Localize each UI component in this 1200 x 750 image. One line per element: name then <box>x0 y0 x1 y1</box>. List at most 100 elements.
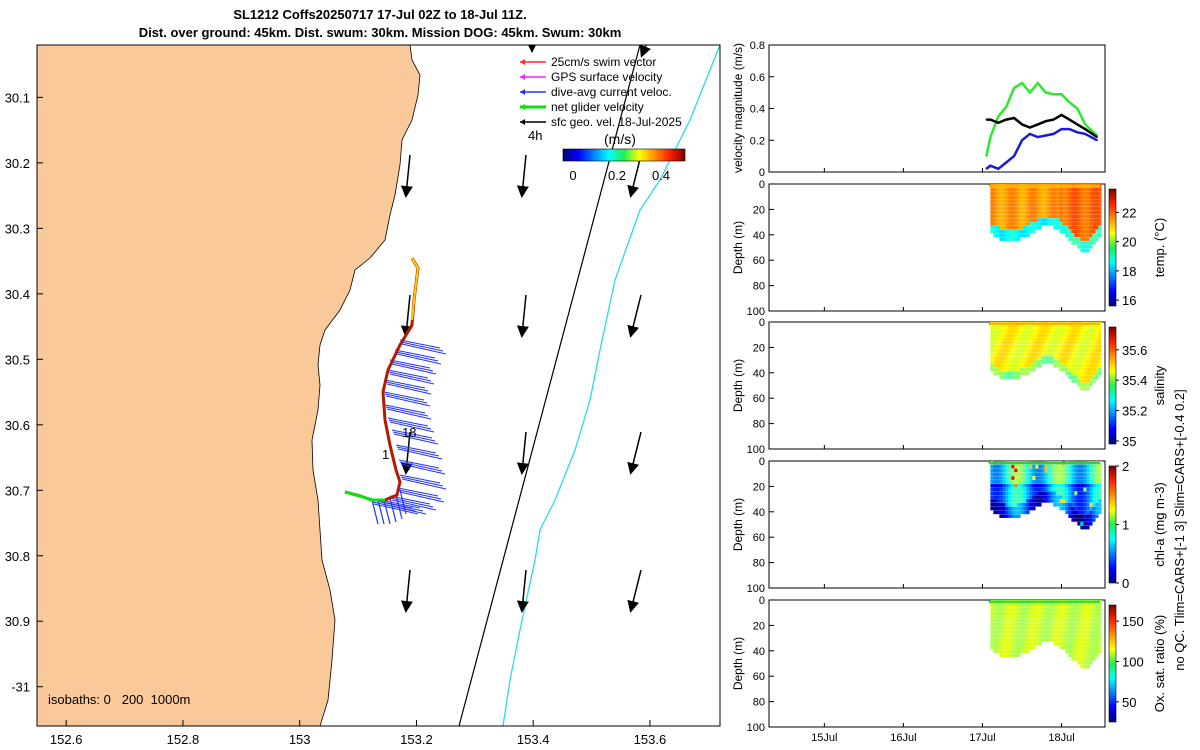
profile-cell <box>1047 329 1051 334</box>
profile-cell <box>1023 483 1027 488</box>
profile-cell <box>1008 203 1012 207</box>
profile-cell <box>1092 206 1096 211</box>
profile-cell <box>1077 514 1081 518</box>
profile-cell <box>1020 649 1024 654</box>
profile-cell <box>1065 367 1069 372</box>
profile-cell <box>1062 468 1066 473</box>
profile-cell <box>1077 206 1081 211</box>
profile-cell <box>1041 199 1045 203</box>
profile-cell <box>1005 619 1009 623</box>
profile-y-tick-label: 60 <box>753 255 765 267</box>
profile-cell <box>1014 495 1018 499</box>
profile-cell <box>1038 195 1042 200</box>
profile-cell <box>1086 214 1090 219</box>
profile-cell <box>1017 214 1021 219</box>
profile-cell <box>1011 203 1015 207</box>
profile-cell <box>1011 363 1015 368</box>
profile-cell <box>1080 622 1084 627</box>
profile-surface-dot <box>1000 600 1004 604</box>
profile-cell <box>1089 514 1093 518</box>
profile-surface-dot <box>1042 461 1046 465</box>
profile-cell <box>1071 371 1075 376</box>
profile-cell <box>1020 510 1024 515</box>
profile-cell <box>1053 611 1057 616</box>
profile-surface-dot <box>1030 600 1034 604</box>
profile-cell <box>1098 510 1102 515</box>
profile-cell <box>1086 241 1090 245</box>
profile-cell <box>1047 495 1051 499</box>
profile-cell <box>1056 468 1060 473</box>
profile-cell <box>1086 352 1090 357</box>
profile-surface-dot <box>1093 461 1097 465</box>
velocity-point <box>1084 128 1087 130</box>
profile-cell <box>1095 363 1099 368</box>
profile-cell <box>1089 464 1093 469</box>
profile-cell <box>1050 214 1054 219</box>
dive-avg-current-vectors <box>371 339 447 525</box>
profile-cell <box>1041 341 1045 345</box>
profile-cell <box>1017 622 1021 627</box>
profile-cell <box>1086 363 1090 368</box>
profile-cell <box>1056 187 1060 192</box>
profile-cell <box>1020 630 1024 635</box>
profile-cell <box>1014 371 1018 376</box>
velocity-point <box>1068 128 1071 130</box>
dive-avg-vector <box>373 503 419 515</box>
velocity-point <box>1029 133 1031 135</box>
profile-cell <box>996 325 1000 330</box>
profile-cell <box>1020 483 1024 488</box>
profile-surface-dot <box>1012 184 1016 188</box>
profile-cell <box>1023 348 1027 353</box>
profile-cell <box>1047 344 1051 349</box>
profile-cell <box>1050 360 1054 364</box>
profile-cell <box>993 476 997 480</box>
profile-cell <box>999 464 1003 469</box>
profile-cell <box>1029 367 1033 372</box>
profile-cell <box>1053 218 1057 222</box>
profile-cell <box>1017 371 1021 376</box>
profile-cell <box>1089 653 1093 657</box>
profile-cell <box>1017 218 1021 222</box>
profile-cell <box>1098 480 1102 484</box>
profile-cell <box>1014 360 1018 364</box>
profile-cell <box>1035 476 1039 480</box>
profile-cell <box>1098 641 1102 646</box>
profile-surface-dot <box>991 184 995 188</box>
velocity-y-tick-label: 0.8 <box>750 40 765 52</box>
profile-cell <box>1008 607 1012 612</box>
profile-cell <box>1014 491 1018 496</box>
profile-cell <box>1074 348 1078 353</box>
profile-cell <box>1008 476 1012 480</box>
profile-cell <box>1068 210 1072 215</box>
profile-cell <box>1017 626 1021 631</box>
profile-cell <box>1059 187 1063 192</box>
profile-cell <box>1068 626 1072 631</box>
profile-cell <box>1005 344 1009 349</box>
profile-cell <box>1002 363 1006 368</box>
profile-cell <box>1077 607 1081 612</box>
profile-cell <box>1023 510 1027 515</box>
profile-cell <box>1062 222 1066 226</box>
profile-cell <box>1032 333 1036 338</box>
profile-surface-dot <box>994 461 998 465</box>
profile-cell <box>1044 622 1048 627</box>
profile-cell <box>1092 510 1096 515</box>
profile-cell <box>1071 241 1075 245</box>
profile-cell <box>1002 468 1006 473</box>
profile-surface-dot <box>1042 184 1046 188</box>
profile-cell <box>1044 360 1048 364</box>
profile-cell <box>1041 603 1045 608</box>
profile-cell <box>1092 649 1096 654</box>
profile-colorbar <box>1108 188 1117 307</box>
profile-cell <box>1098 333 1102 338</box>
profile-cell <box>1077 641 1081 646</box>
profile-cell <box>1074 487 1078 492</box>
profile-cell <box>1080 356 1084 360</box>
profile-cell <box>1017 195 1021 200</box>
profile-cell <box>1089 611 1093 616</box>
profile-cell <box>1071 611 1075 616</box>
profile-cell <box>1065 476 1069 480</box>
profile-cell <box>1011 487 1015 492</box>
profile-surface-dot <box>1045 461 1049 465</box>
